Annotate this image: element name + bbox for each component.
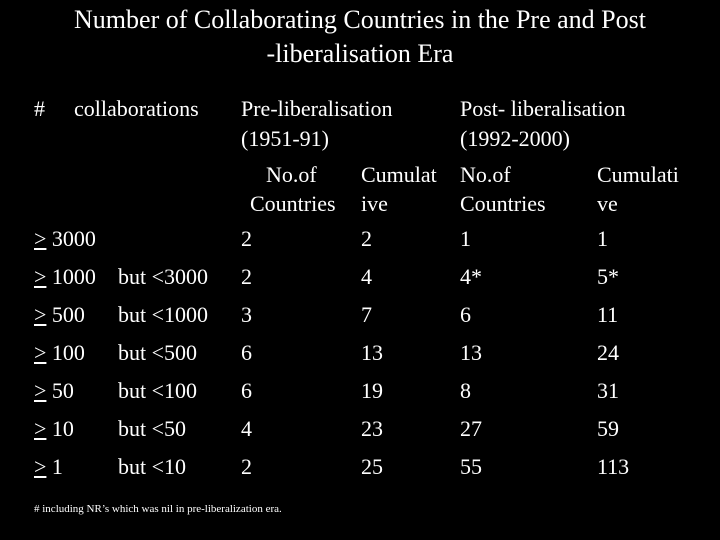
pre-cumulative-cell: 2 <box>361 226 372 251</box>
post-no-of-countries-cell: 1 <box>460 226 471 251</box>
threshold-value: 50 <box>51 378 74 403</box>
pre-no-of-countries-cell: 2 <box>241 454 252 479</box>
post-no-of-countries-cell: 6 <box>460 302 471 327</box>
upper-bound: but <50 <box>118 416 187 441</box>
upper-bound: but <500 <box>118 340 198 365</box>
post-no-of-countries-header-line-1: No.of <box>460 162 511 187</box>
post-liberalisation-years: (1992-2000) <box>460 126 570 151</box>
post-cumulative-cell: 31 <box>597 378 619 403</box>
table-row: > 100 <box>34 338 85 368</box>
pre-cumulative-cell: 7 <box>361 302 372 327</box>
post-no-of-countries-header-line-2: Countries <box>460 191 546 216</box>
pre-cumulative-cell: 25 <box>361 454 383 479</box>
threshold-value: 100 <box>51 340 85 365</box>
pre-cumulative-cell: 4 <box>361 264 372 289</box>
table-row: > 500 <box>34 300 85 330</box>
pre-no-of-countries-header-line-2: Countries <box>250 191 336 216</box>
threshold-value: 3000 <box>51 226 96 251</box>
pre-liberalisation-header: Pre-liberalisation <box>241 96 393 121</box>
table-row: > 50 <box>34 376 74 406</box>
table-row: > 10 <box>34 414 74 444</box>
greater-than-or-equal-symbol: > <box>34 340 47 365</box>
table-row: > 1000 <box>34 262 96 292</box>
pre-cumulative-header-line-2: ive <box>361 191 388 216</box>
table-row: > 3000 <box>34 224 96 254</box>
pre-no-of-countries-cell: 4 <box>241 416 252 441</box>
upper-bound: but <10 <box>118 454 187 479</box>
threshold-value: 10 <box>51 416 74 441</box>
post-cumulative-cell: 5* <box>597 264 619 289</box>
greater-than-or-equal-symbol: > <box>34 454 47 479</box>
table-row: > 1 <box>34 452 63 482</box>
post-cumulative-cell: 59 <box>597 416 619 441</box>
post-no-of-countries-cell: 4* <box>460 264 482 289</box>
pre-no-of-countries-cell: 2 <box>241 264 252 289</box>
post-cumulative-cell: 24 <box>597 340 619 365</box>
collaborations-header: collaborations <box>74 96 199 121</box>
pre-no-of-countries-cell: 2 <box>241 226 252 251</box>
greater-than-or-equal-symbol: > <box>34 302 47 327</box>
post-cumulative-header-line-1: Cumulati <box>597 162 679 187</box>
greater-than-or-equal-symbol: > <box>34 378 47 403</box>
post-cumulative-cell: 11 <box>597 302 619 327</box>
post-no-of-countries-cell: 13 <box>460 340 482 365</box>
pre-no-of-countries-cell: 6 <box>241 340 252 365</box>
pre-no-of-countries-cell: 6 <box>241 378 252 403</box>
post-cumulative-header-line-2: ve <box>597 191 618 216</box>
pre-cumulative-cell: 23 <box>361 416 383 441</box>
pre-cumulative-cell: 13 <box>361 340 383 365</box>
threshold-value: 1000 <box>51 264 96 289</box>
pre-liberalisation-years: (1951-91) <box>241 126 329 151</box>
greater-than-or-equal-symbol: > <box>34 416 47 441</box>
threshold-value: 500 <box>51 302 85 327</box>
post-no-of-countries-cell: 55 <box>460 454 482 479</box>
post-no-of-countries-cell: 27 <box>460 416 482 441</box>
footnote: # including NR’s which was nil in pre-li… <box>34 503 282 515</box>
pre-cumulative-header-line-1: Cumulat <box>361 162 437 187</box>
pre-no-of-countries-cell: 3 <box>241 302 252 327</box>
upper-bound: but <1000 <box>118 302 209 327</box>
pre-cumulative-cell: 19 <box>361 378 383 403</box>
page-title-line-2: -liberalisation Era <box>266 39 454 68</box>
threshold-value: 1 <box>51 454 63 479</box>
greater-than-or-equal-symbol: > <box>34 264 47 289</box>
page-title-line-1: Number of Collaborating Countries in the… <box>74 5 646 34</box>
post-cumulative-cell: 1 <box>597 226 608 251</box>
post-cumulative-cell: 113 <box>597 454 630 479</box>
hash-header: # <box>34 96 45 121</box>
post-liberalisation-header: Post- liberalisation <box>460 96 626 121</box>
pre-no-of-countries-header-line-1: No.of <box>266 162 317 187</box>
post-no-of-countries-cell: 8 <box>460 378 471 403</box>
upper-bound: but <100 <box>118 378 198 403</box>
greater-than-or-equal-symbol: > <box>34 226 47 251</box>
upper-bound: but <3000 <box>118 264 209 289</box>
